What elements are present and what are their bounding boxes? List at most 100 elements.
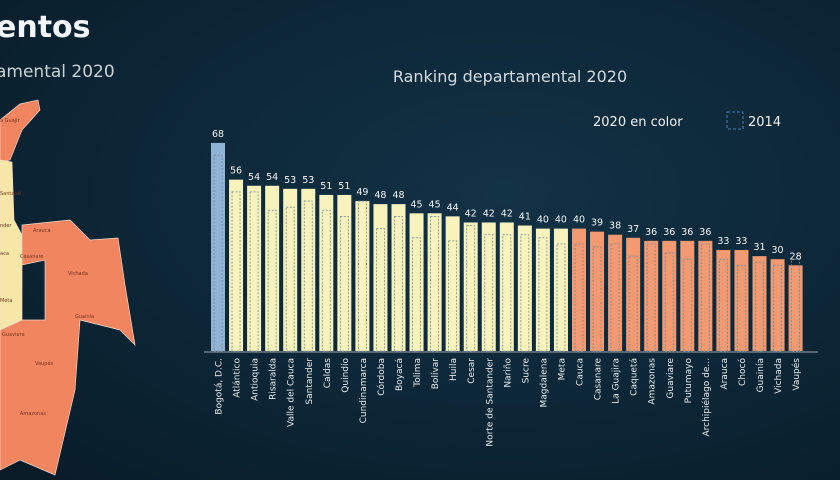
data-label: 54 [248, 172, 260, 183]
bar-2020 [644, 240, 659, 351]
data-label: 53 [284, 175, 296, 186]
data-label: 36 [699, 227, 711, 238]
bar-2014 [339, 215, 349, 352]
bar-2014 [430, 215, 440, 352]
bar-2020 [788, 265, 803, 351]
bar-2014 [249, 191, 259, 352]
tick-label: Santander [305, 358, 315, 405]
tick-label: Quindío [341, 358, 351, 393]
tick-label: Risaralda [269, 358, 279, 400]
bar-2014 [376, 228, 385, 352]
data-label: 49 [356, 187, 368, 198]
legend-2020: 2020 en color [593, 115, 683, 130]
tick-label: Valle del Cauca [287, 358, 297, 427]
map-label: aca [0, 251, 9, 257]
page-title: entos [0, 10, 91, 45]
data-label: 51 [338, 181, 350, 192]
tick-label: Atlántico [233, 358, 243, 398]
tick-label: Sucre [521, 358, 531, 384]
bar-2020 [427, 213, 442, 351]
bar-2014 [412, 237, 421, 352]
data-label: 56 [230, 166, 242, 177]
data-label: 48 [392, 190, 404, 201]
tick-label: Cauca [576, 358, 586, 386]
colombia-map: a Guajir Santand nder Arauca aca Casanar… [0, 99, 136, 476]
bar-2020 [770, 259, 785, 351]
bar-2014 [321, 209, 331, 352]
data-label: 36 [645, 227, 657, 238]
bar-2014 [719, 258, 728, 352]
bar-2020 [283, 188, 298, 351]
bar-2020 [553, 228, 568, 351]
bar-2020 [572, 228, 586, 351]
bar-2014 [466, 225, 476, 352]
bar-2020 [319, 194, 334, 351]
bar-2014 [357, 200, 367, 352]
bar-2020 [608, 234, 623, 351]
data-label: 36 [663, 227, 675, 238]
bar-2014 [556, 243, 566, 352]
tick-label: Amazonas [648, 358, 658, 405]
tick-label: Norte de Santander [485, 358, 495, 447]
map-label: Arauca [33, 228, 51, 234]
data-label: 36 [681, 227, 693, 238]
bar-2020 [626, 237, 641, 351]
bar-2020 [355, 201, 370, 351]
data-label: 51 [320, 181, 332, 192]
map-label: Vaupés [35, 360, 54, 367]
bar-2014 [700, 243, 710, 352]
bar-2020 [247, 185, 262, 351]
map-label: nder [0, 223, 12, 229]
bar-2014 [303, 200, 313, 352]
map-label: a Guajir [0, 118, 21, 124]
tick-label: Guainía [756, 358, 766, 392]
bar-2014 [502, 234, 512, 352]
bar-2020 [481, 222, 496, 351]
tick-label: Tolima [413, 358, 423, 388]
map-label: Santand [0, 191, 21, 197]
bar-2014 [520, 234, 530, 352]
bar-2014 [267, 209, 277, 352]
bar-2014 [755, 261, 764, 352]
data-label: 44 [447, 202, 459, 213]
tick-label: Caldas [323, 358, 333, 389]
tick-label: Córdoba [376, 358, 387, 396]
bar-2014 [628, 255, 638, 352]
bar-2020 [445, 216, 460, 351]
map-subtitle: amental 2020 [0, 62, 115, 82]
bar-2014 [231, 191, 241, 352]
map-label: Casanare [20, 254, 43, 260]
bar-2014 [592, 246, 602, 352]
map-label: Amazonas [20, 411, 46, 417]
tick-label: Huila [449, 358, 459, 381]
bar-2014 [773, 264, 782, 352]
bar-2020 [680, 240, 695, 351]
map-label: Guainía [75, 313, 94, 320]
tick-label: Meta [557, 358, 567, 380]
data-label: 40 [555, 215, 567, 226]
tick-label: Casanare [594, 358, 604, 401]
tick-label: Archipiélago de... [701, 358, 712, 437]
bar-2020 [409, 213, 424, 351]
tick-label: Bogotá, D.C. [215, 358, 225, 415]
tick-label: Vaupés [791, 358, 802, 391]
bar-2014 [574, 243, 584, 352]
bar-2020 [265, 185, 280, 351]
data-label: 42 [483, 208, 495, 219]
tick-label: Cundinamarca [359, 358, 369, 423]
bar-2020 [590, 231, 605, 351]
map-label: Meta [0, 298, 12, 304]
tick-label: Bolívar [431, 358, 441, 390]
chart-title: Ranking departamental 2020 [393, 67, 627, 86]
bar-2020 [229, 179, 244, 351]
tick-label: Nariño [503, 358, 513, 388]
bar-2020 [463, 222, 478, 351]
bar-2014 [791, 258, 800, 352]
tick-label: Antioquia [251, 358, 261, 401]
data-label: 48 [374, 190, 386, 201]
data-label: 53 [302, 175, 314, 186]
bar-2020 [734, 250, 749, 351]
bar-2020 [391, 204, 406, 351]
tick-label: Guaviare [666, 358, 676, 399]
bar-2020 [698, 240, 713, 351]
